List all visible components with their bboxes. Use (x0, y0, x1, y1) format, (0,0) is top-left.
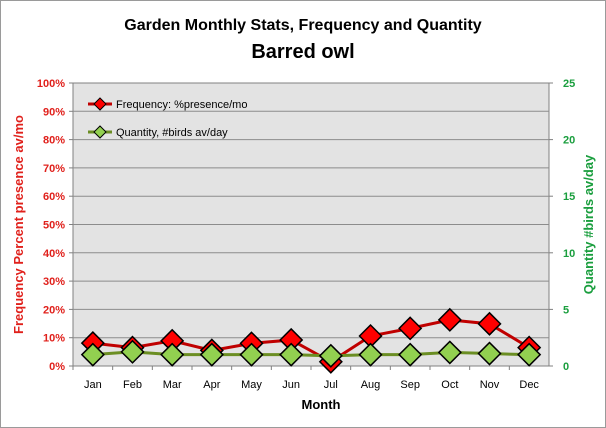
data-point (358, 342, 383, 367)
y-left-tick-label: 30% (43, 276, 65, 288)
data-point (120, 339, 145, 364)
x-tick-label: Jun (282, 379, 300, 391)
data-point (80, 342, 105, 367)
legend-label: Quantity, #birds av/day (116, 127, 228, 139)
legend-label: Frequency: %presence/mo (116, 99, 247, 111)
chart-subtitle: Barred owl (251, 41, 354, 63)
x-tick-label: Dec (519, 379, 539, 391)
chart-title: Garden Monthly Stats, Frequency and Quan… (124, 17, 481, 34)
data-point (199, 342, 224, 367)
data-point (318, 343, 343, 368)
y-right-tick-label: 15 (563, 191, 575, 203)
data-point (477, 311, 502, 336)
data-point (279, 342, 304, 367)
legend-marker (93, 125, 107, 139)
y-left-tick-label: 80% (43, 135, 65, 147)
y-left-tick-label: 40% (43, 248, 65, 260)
y-right-tick-label: 20 (563, 135, 575, 147)
y-left-tick-label: 100% (37, 78, 65, 90)
y-right-tick-label: 25 (563, 78, 575, 90)
y-left-tick-label: 50% (43, 220, 65, 232)
y-left-tick-label: 20% (43, 304, 65, 316)
legend-marker (93, 97, 107, 111)
y-left-tick-label: 60% (43, 191, 65, 203)
x-tick-label: Oct (441, 379, 458, 391)
y-right-axis-title: Quantity #birds av/day (581, 154, 596, 294)
x-tick-label: Jan (84, 379, 102, 391)
x-tick-label: Apr (203, 379, 220, 391)
data-point (477, 341, 502, 366)
y-right-tick-label: 5 (563, 304, 569, 316)
x-tick-label: Aug (361, 379, 381, 391)
y-right-tick-label: 0 (563, 361, 569, 373)
y-left-axis-title: Frequency Percent presence av/mo (11, 115, 26, 334)
y-left-tick-label: 90% (43, 106, 65, 118)
y-right-tick-label: 10 (563, 248, 575, 260)
x-tick-label: Mar (163, 379, 182, 391)
data-point (437, 307, 462, 332)
x-tick-label: Sep (400, 379, 420, 391)
x-tick-label: May (241, 379, 262, 391)
data-point (517, 342, 542, 367)
y-left-tick-label: 10% (43, 333, 65, 345)
data-point (398, 316, 423, 341)
data-point (437, 340, 462, 365)
y-left-tick-label: 0% (49, 361, 65, 373)
x-tick-label: Nov (480, 379, 500, 391)
y-left-tick-label: 70% (43, 163, 65, 175)
x-tick-label: Feb (123, 379, 142, 391)
x-tick-label: Jul (324, 379, 338, 391)
x-axis-title: Month (302, 397, 341, 412)
data-point (160, 342, 185, 367)
data-point (239, 342, 264, 367)
data-point (398, 342, 423, 367)
